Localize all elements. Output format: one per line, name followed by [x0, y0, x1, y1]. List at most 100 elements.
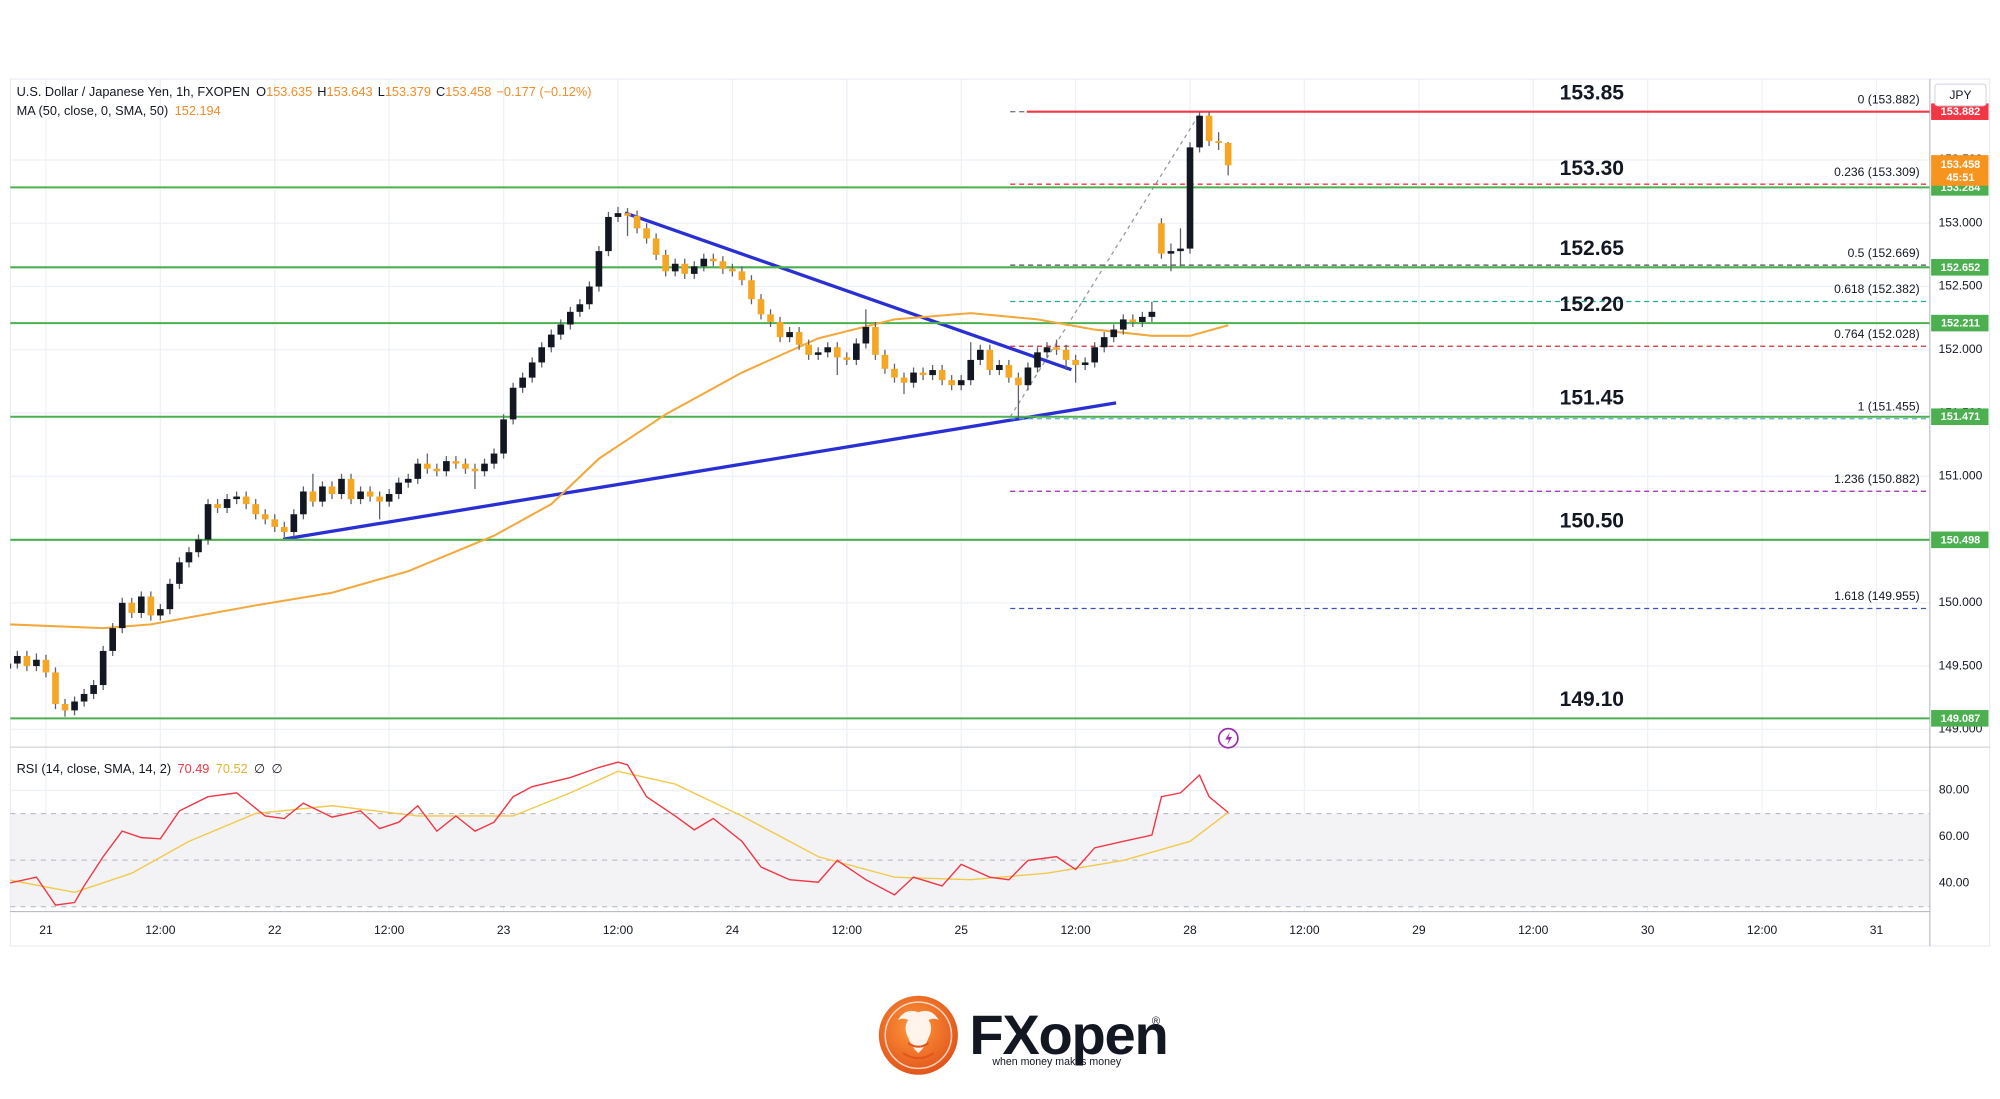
candle-body: [233, 496, 240, 500]
candle-body: [214, 504, 221, 508]
candle-body: [452, 461, 460, 464]
candle-body: [137, 596, 145, 613]
candle-body: [652, 238, 660, 255]
candle-body: [557, 324, 565, 335]
logo-mark: ®: [1152, 1015, 1161, 1027]
rsi-title: RSI (14, close, SMA, 14, 2): [17, 761, 172, 776]
candle-body: [490, 453, 498, 464]
candle-body: [833, 347, 841, 358]
candle-body: [300, 491, 307, 515]
level-label: 153.85: [1560, 81, 1625, 104]
currency-box[interactable]: [1934, 83, 1987, 107]
level-price-tag-label: 153.284: [1941, 182, 1982, 194]
x-tick-label: 25: [954, 923, 968, 937]
y-tick-label: 60.00: [1939, 829, 1970, 843]
last-price-tag: [1931, 155, 1989, 186]
candle-body: [319, 486, 326, 502]
candle-body: [166, 583, 174, 610]
candle-body: [462, 463, 469, 469]
x-tick-label: 12:00: [1060, 923, 1091, 937]
ohlc-value: 153.643: [327, 84, 373, 99]
level-label: 152.20: [1560, 293, 1624, 316]
ma-title: MA (50, close, 0, SMA, 50): [17, 104, 169, 119]
level-label: 151.45: [1560, 386, 1625, 409]
fib-trend-line: [1009, 114, 1200, 418]
candle-body: [767, 314, 774, 322]
candle-body: [252, 504, 260, 515]
candle-body: [614, 213, 622, 217]
x-tick-label: 12:00: [832, 923, 863, 937]
candle-body: [681, 263, 689, 274]
y-tick-label: 151.000: [1939, 469, 1983, 483]
level-price-tag-label: 150.498: [1941, 534, 1981, 546]
candle-body: [567, 311, 574, 325]
candle-body: [357, 491, 364, 500]
candle-body: [881, 354, 889, 369]
ohlc-key: C: [436, 84, 445, 99]
candle-body: [385, 494, 393, 502]
candle-body: [1186, 147, 1194, 249]
candle-body: [61, 704, 69, 711]
y-tick-label: 40.00: [1939, 876, 1970, 890]
x-tick-label: 21: [39, 923, 53, 937]
candle-body: [805, 344, 812, 355]
level-price-tag-label: 152.652: [1941, 262, 1981, 274]
currency-label: JPY: [1949, 88, 1971, 102]
candle-body: [204, 504, 212, 540]
price-change: −0.177 (−0.12%): [496, 84, 591, 99]
level-price-tag: [1931, 259, 1989, 276]
candle-body: [109, 628, 117, 651]
candle-body: [1005, 364, 1013, 378]
candle-body: [605, 216, 612, 252]
candle-body: [872, 327, 879, 355]
candle-body: [986, 349, 994, 371]
ma-value: 152.194: [175, 104, 221, 119]
rsi-legend: RSI (14, close, SMA, 14, 2) 70.49 70.52 ∅ ∅: [17, 761, 283, 776]
x-tick-label: 31: [1870, 923, 1884, 937]
candle-body: [538, 347, 546, 363]
candle-body: [719, 261, 727, 269]
event-icon[interactable]: [1217, 727, 1239, 749]
candle-body: [929, 370, 936, 376]
fib-level-label: 0.618 (152.382): [1834, 282, 1920, 296]
candle-body: [910, 372, 917, 383]
candle-body: [509, 387, 517, 420]
candle-body: [1167, 251, 1175, 254]
candle-body: [738, 271, 746, 281]
candle-body: [528, 362, 536, 378]
candle-body: [1119, 319, 1127, 330]
x-tick-label: 12:00: [1289, 923, 1320, 937]
x-tick-label: 23: [497, 923, 511, 937]
logo-bull: [897, 1010, 939, 1054]
candle-body: [1091, 347, 1098, 363]
candle-body: [595, 251, 603, 287]
rsi-extra: ∅: [254, 761, 265, 776]
candle-body: [1081, 362, 1089, 365]
candle-body: [80, 693, 88, 702]
candle-body: [261, 514, 269, 520]
candle-body: [710, 258, 717, 262]
level-price-tag: [1931, 314, 1989, 332]
candle-body: [23, 655, 31, 667]
price-pane: 0 (153.882) 0.236 (153.309) 0.5 (152.669) 0…: [10, 81, 1930, 720]
candle-body: [843, 357, 851, 360]
candle-body: [157, 609, 164, 616]
candle-body: [900, 377, 908, 383]
candle-body: [891, 368, 898, 378]
candle-body: [1215, 141, 1222, 143]
candle-body: [71, 701, 78, 711]
candle-body: [1129, 319, 1137, 322]
rsi-line: [10, 770, 1229, 894]
y-tick-label: 152.000: [1939, 342, 1983, 356]
fib-level-label: 0.764 (152.028): [1834, 327, 1920, 341]
candle-body: [404, 478, 412, 483]
candle-body: [786, 332, 793, 338]
candle-body: [423, 463, 431, 469]
candle-body: [414, 463, 422, 479]
level-price-tag: [1931, 408, 1989, 426]
candle-body: [366, 491, 374, 497]
ohlc-key: O: [256, 84, 266, 99]
candle-body: [1034, 352, 1041, 368]
